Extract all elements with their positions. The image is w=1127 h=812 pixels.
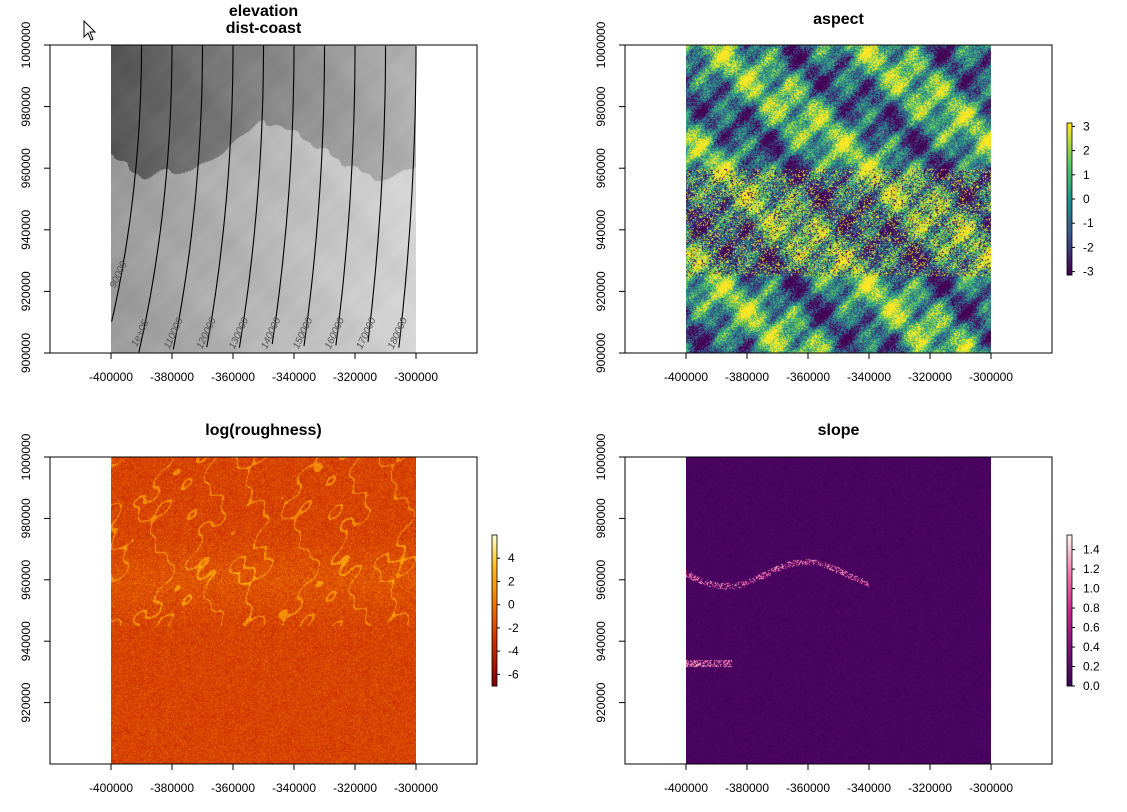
x-tick-label: -320000 xyxy=(908,781,952,795)
raster-image xyxy=(686,457,991,764)
y-tick-label: 1000000 xyxy=(19,21,33,68)
legend-tick-label: 2 xyxy=(1083,144,1090,158)
x-tick-label: -360000 xyxy=(786,781,830,795)
x-tick-label: -380000 xyxy=(725,781,769,795)
legend-tick-label: -1 xyxy=(1083,216,1094,230)
x-tick-label: -400000 xyxy=(664,370,708,384)
color-legend: 0.0 0.2 0.4 0.6 0.8 1.0 1.2 1.4 xyxy=(1067,535,1100,693)
y-tick-label: 960000 xyxy=(594,148,608,188)
y-tick-label: 940000 xyxy=(19,621,33,661)
legend-tick-label: -3 xyxy=(1083,265,1094,279)
chart-panel-4: slope -400000 -380000 -360000 -340000 -320000… xyxy=(594,422,1100,795)
y-tick-label: 900000 xyxy=(594,333,608,373)
y-tick-label: 920000 xyxy=(594,682,608,722)
legend-tick-label: 0.2 xyxy=(1083,660,1100,674)
x-tick-label: -320000 xyxy=(333,370,377,384)
x-tick-label: -380000 xyxy=(150,370,194,384)
y-tick-label: 960000 xyxy=(594,559,608,599)
legend-tick-label: 1 xyxy=(1083,168,1090,182)
x-tick-label: -300000 xyxy=(394,370,438,384)
y-tick-label: 980000 xyxy=(19,86,33,126)
y-tick-label: 980000 xyxy=(594,498,608,538)
raster-image xyxy=(686,45,991,353)
chart-title: elevation xyxy=(229,3,298,20)
legend-tick-label: 4 xyxy=(508,551,515,565)
legend-tick-label: -2 xyxy=(508,621,519,635)
x-tick-label: -320000 xyxy=(333,781,377,795)
chart-title: log(roughness) xyxy=(205,422,321,439)
y-tick-label: 960000 xyxy=(19,148,33,188)
legend-color-step xyxy=(492,535,497,538)
legend-tick-label: 0 xyxy=(508,598,515,612)
x-tick-label: -400000 xyxy=(89,781,133,795)
y-tick-label: 940000 xyxy=(594,621,608,661)
x-tick-label: -340000 xyxy=(847,781,891,795)
x-tick-label: -300000 xyxy=(969,781,1013,795)
x-tick-label: -300000 xyxy=(969,370,1013,384)
chart-title: slope xyxy=(818,422,860,439)
chart-title: dist-coast xyxy=(226,20,302,37)
color-legend: -6 -4 -2 0 2 4 xyxy=(492,535,519,687)
y-tick-label: 1000000 xyxy=(594,433,608,480)
y-tick-label: 920000 xyxy=(594,271,608,311)
x-tick-label: -360000 xyxy=(211,370,255,384)
x-tick-label: -340000 xyxy=(272,370,316,384)
y-tick-label: 960000 xyxy=(19,559,33,599)
x-tick-label: -380000 xyxy=(725,370,769,384)
y-tick-label: 920000 xyxy=(19,682,33,722)
x-tick-label: -320000 xyxy=(908,370,952,384)
legend-tick-label: 2 xyxy=(508,574,515,588)
x-tick-label: -360000 xyxy=(211,781,255,795)
legend-tick-label: 0.4 xyxy=(1083,640,1100,654)
raster-image xyxy=(111,457,416,764)
y-tick-label: 940000 xyxy=(594,209,608,249)
chart-panel-1: elevationdist-coast900001e+05 110000 12000… xyxy=(19,3,477,384)
legend-color-step xyxy=(1067,535,1072,538)
legend-tick-label: 0.6 xyxy=(1083,621,1100,635)
y-tick-label: 920000 xyxy=(19,271,33,311)
y-tick-label: 940000 xyxy=(19,209,33,249)
x-tick-label: -340000 xyxy=(272,781,316,795)
mouse-pointer-icon xyxy=(83,20,97,42)
chart-panel-3: log(roughness) -400000 -380000 -360000 -3400… xyxy=(19,422,519,795)
legend-tick-label: 1.2 xyxy=(1083,562,1100,576)
x-tick-label: -340000 xyxy=(847,370,891,384)
legend-tick-label: 1.0 xyxy=(1083,582,1100,596)
legend-tick-label: 1.4 xyxy=(1083,543,1100,557)
legend-tick-label: 0.8 xyxy=(1083,601,1100,615)
x-tick-label: -300000 xyxy=(394,781,438,795)
chart-panel-2: aspect -400000 -380000 -360000 -340000 -32000… xyxy=(594,11,1094,384)
legend-tick-label: 0.0 xyxy=(1083,679,1100,693)
legend-tick-label: -6 xyxy=(508,667,519,681)
x-tick-label: -400000 xyxy=(664,781,708,795)
y-tick-label: 900000 xyxy=(19,333,33,373)
legend-tick-label: -2 xyxy=(1083,240,1094,254)
color-legend: -3 -2 -1 0 1 2 3 xyxy=(1067,119,1094,278)
legend-tick-label: 0 xyxy=(1083,192,1090,206)
x-tick-label: -400000 xyxy=(89,370,133,384)
chart-title: aspect xyxy=(813,11,864,28)
legend-color-step xyxy=(1067,123,1072,126)
x-tick-label: -360000 xyxy=(786,370,830,384)
x-tick-label: -380000 xyxy=(150,781,194,795)
y-tick-label: 980000 xyxy=(594,86,608,126)
y-tick-label: 980000 xyxy=(19,498,33,538)
y-tick-label: 1000000 xyxy=(594,21,608,68)
legend-tick-label: -4 xyxy=(508,644,519,658)
y-tick-label: 1000000 xyxy=(19,433,33,480)
legend-tick-label: 3 xyxy=(1083,119,1090,133)
